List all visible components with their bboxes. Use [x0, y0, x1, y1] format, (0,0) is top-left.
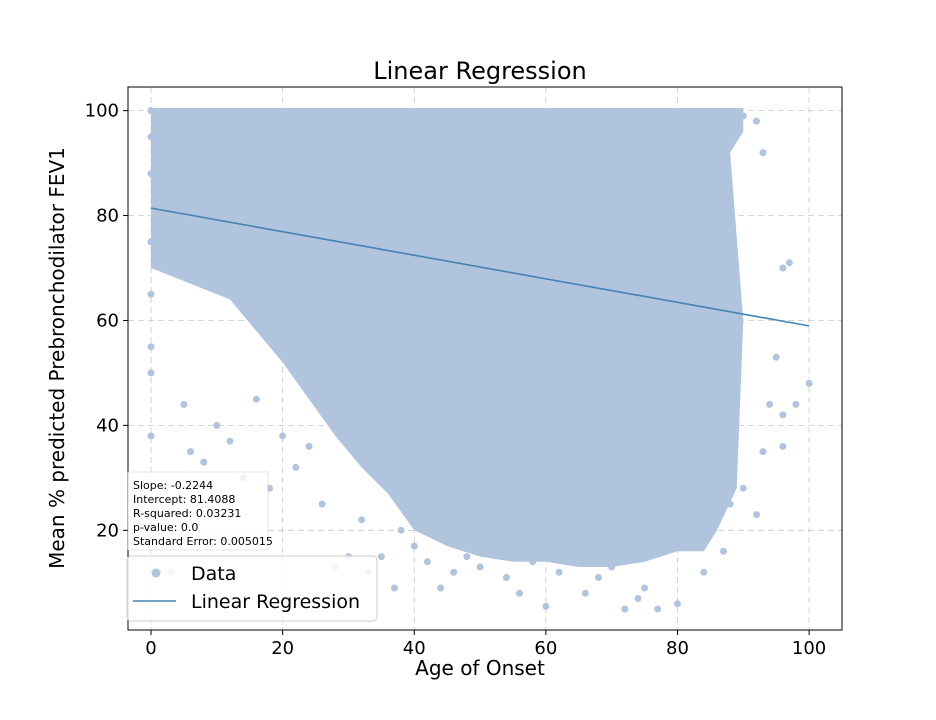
data-point [779, 411, 787, 419]
x-axis-ticks: 0 20 40 60 80 100 [145, 630, 826, 659]
data-point [187, 448, 194, 456]
data-point [720, 547, 727, 555]
regression-line-group [150, 207, 810, 327]
stats-standard-error: Standard Error: 0.005015 [133, 535, 273, 548]
data-point [450, 568, 458, 576]
data-point [200, 458, 208, 466]
x-tick-label: 80 [666, 638, 689, 659]
data-point [753, 117, 760, 125]
x-tick-label: 20 [271, 638, 294, 659]
y-tick-label: 80 [96, 206, 119, 227]
regression-line [150, 207, 810, 327]
data-point [792, 400, 800, 408]
data-point [568, 553, 576, 561]
data-point [147, 238, 155, 246]
x-tick-label: 100 [792, 638, 826, 659]
data-point [700, 568, 708, 576]
data-point [739, 484, 747, 492]
data-point [779, 264, 787, 272]
data-point [805, 379, 813, 387]
data-density-region [151, 108, 744, 567]
stats-p-value: p-value: 0.0 [133, 521, 198, 534]
data-point [595, 574, 602, 581]
legend-data-marker [151, 568, 161, 578]
x-tick-label: 40 [403, 638, 426, 659]
data-point [779, 442, 787, 450]
data-point [147, 107, 155, 115]
x-axis-label: Age of Onset [415, 656, 545, 680]
y-tick-label: 40 [96, 415, 119, 436]
data-point [180, 400, 188, 408]
y-tick-label: 100 [85, 101, 119, 122]
data-point [674, 600, 681, 608]
x-tick-label: 60 [534, 638, 557, 659]
stats-intercept: Intercept: 81.4088 [133, 493, 235, 506]
stats-r-squared: R-squared: 0.03231 [133, 507, 241, 520]
data-point [502, 574, 510, 581]
data-point [687, 532, 695, 540]
legend-data-label: Data [191, 563, 236, 585]
y-tick-label: 20 [96, 520, 119, 541]
data-point [766, 400, 774, 408]
data-point [542, 602, 550, 610]
data-point [726, 133, 734, 141]
y-axis-label: Mean % predicted Prebronchodilator FEV1 [45, 147, 69, 569]
data-point [753, 511, 760, 519]
data-point [391, 584, 398, 592]
data-point [147, 133, 155, 141]
data-point [608, 563, 616, 571]
data-point [581, 589, 589, 597]
data-point [147, 369, 155, 377]
y-tick-label: 60 [96, 310, 119, 331]
data-point [726, 500, 734, 508]
legend-line-label: Linear Regression [191, 591, 360, 613]
data-point [772, 353, 780, 361]
data-point [555, 568, 563, 576]
data-point [213, 421, 221, 429]
stats-box-background [127, 471, 269, 551]
data-point [147, 290, 155, 298]
plot-frame [127, 86, 843, 631]
data-point [410, 542, 418, 550]
data-point [463, 553, 471, 561]
data-point [759, 448, 767, 456]
stats-box: Slope: -0.2244 Intercept: 81.4088 R-squa… [127, 471, 273, 551]
chart-title: Linear Regression [373, 57, 587, 85]
data-point [147, 343, 155, 351]
data-point [489, 542, 497, 550]
data-point [759, 149, 767, 157]
legend: Data Linear Regression [126, 555, 378, 622]
data-point [252, 395, 260, 403]
data-point [147, 432, 155, 440]
data-point [423, 558, 431, 566]
data-point [305, 442, 313, 450]
stats-slope: Slope: -0.2244 [133, 479, 213, 492]
data-point [785, 259, 793, 267]
data-point [437, 584, 445, 592]
data-point [318, 500, 326, 508]
data-point [516, 589, 523, 597]
data-point [654, 605, 662, 613]
data-point [476, 563, 484, 571]
y-axis-ticks: 20 40 60 80 100 [85, 101, 128, 541]
x-tick-label: 0 [145, 638, 156, 659]
data-point-cloud [151, 108, 744, 567]
data-point [634, 595, 642, 602]
data-point [358, 516, 366, 524]
data-point [739, 112, 747, 120]
data-point [226, 437, 234, 445]
data-point [706, 516, 714, 524]
legend-box [126, 555, 378, 622]
data-point [621, 605, 629, 613]
data-point [397, 526, 405, 534]
data-point [529, 558, 537, 566]
data-point [641, 584, 649, 592]
data-point [377, 553, 385, 561]
data-point [279, 432, 287, 440]
data-point [147, 170, 155, 178]
data-point [292, 463, 300, 471]
